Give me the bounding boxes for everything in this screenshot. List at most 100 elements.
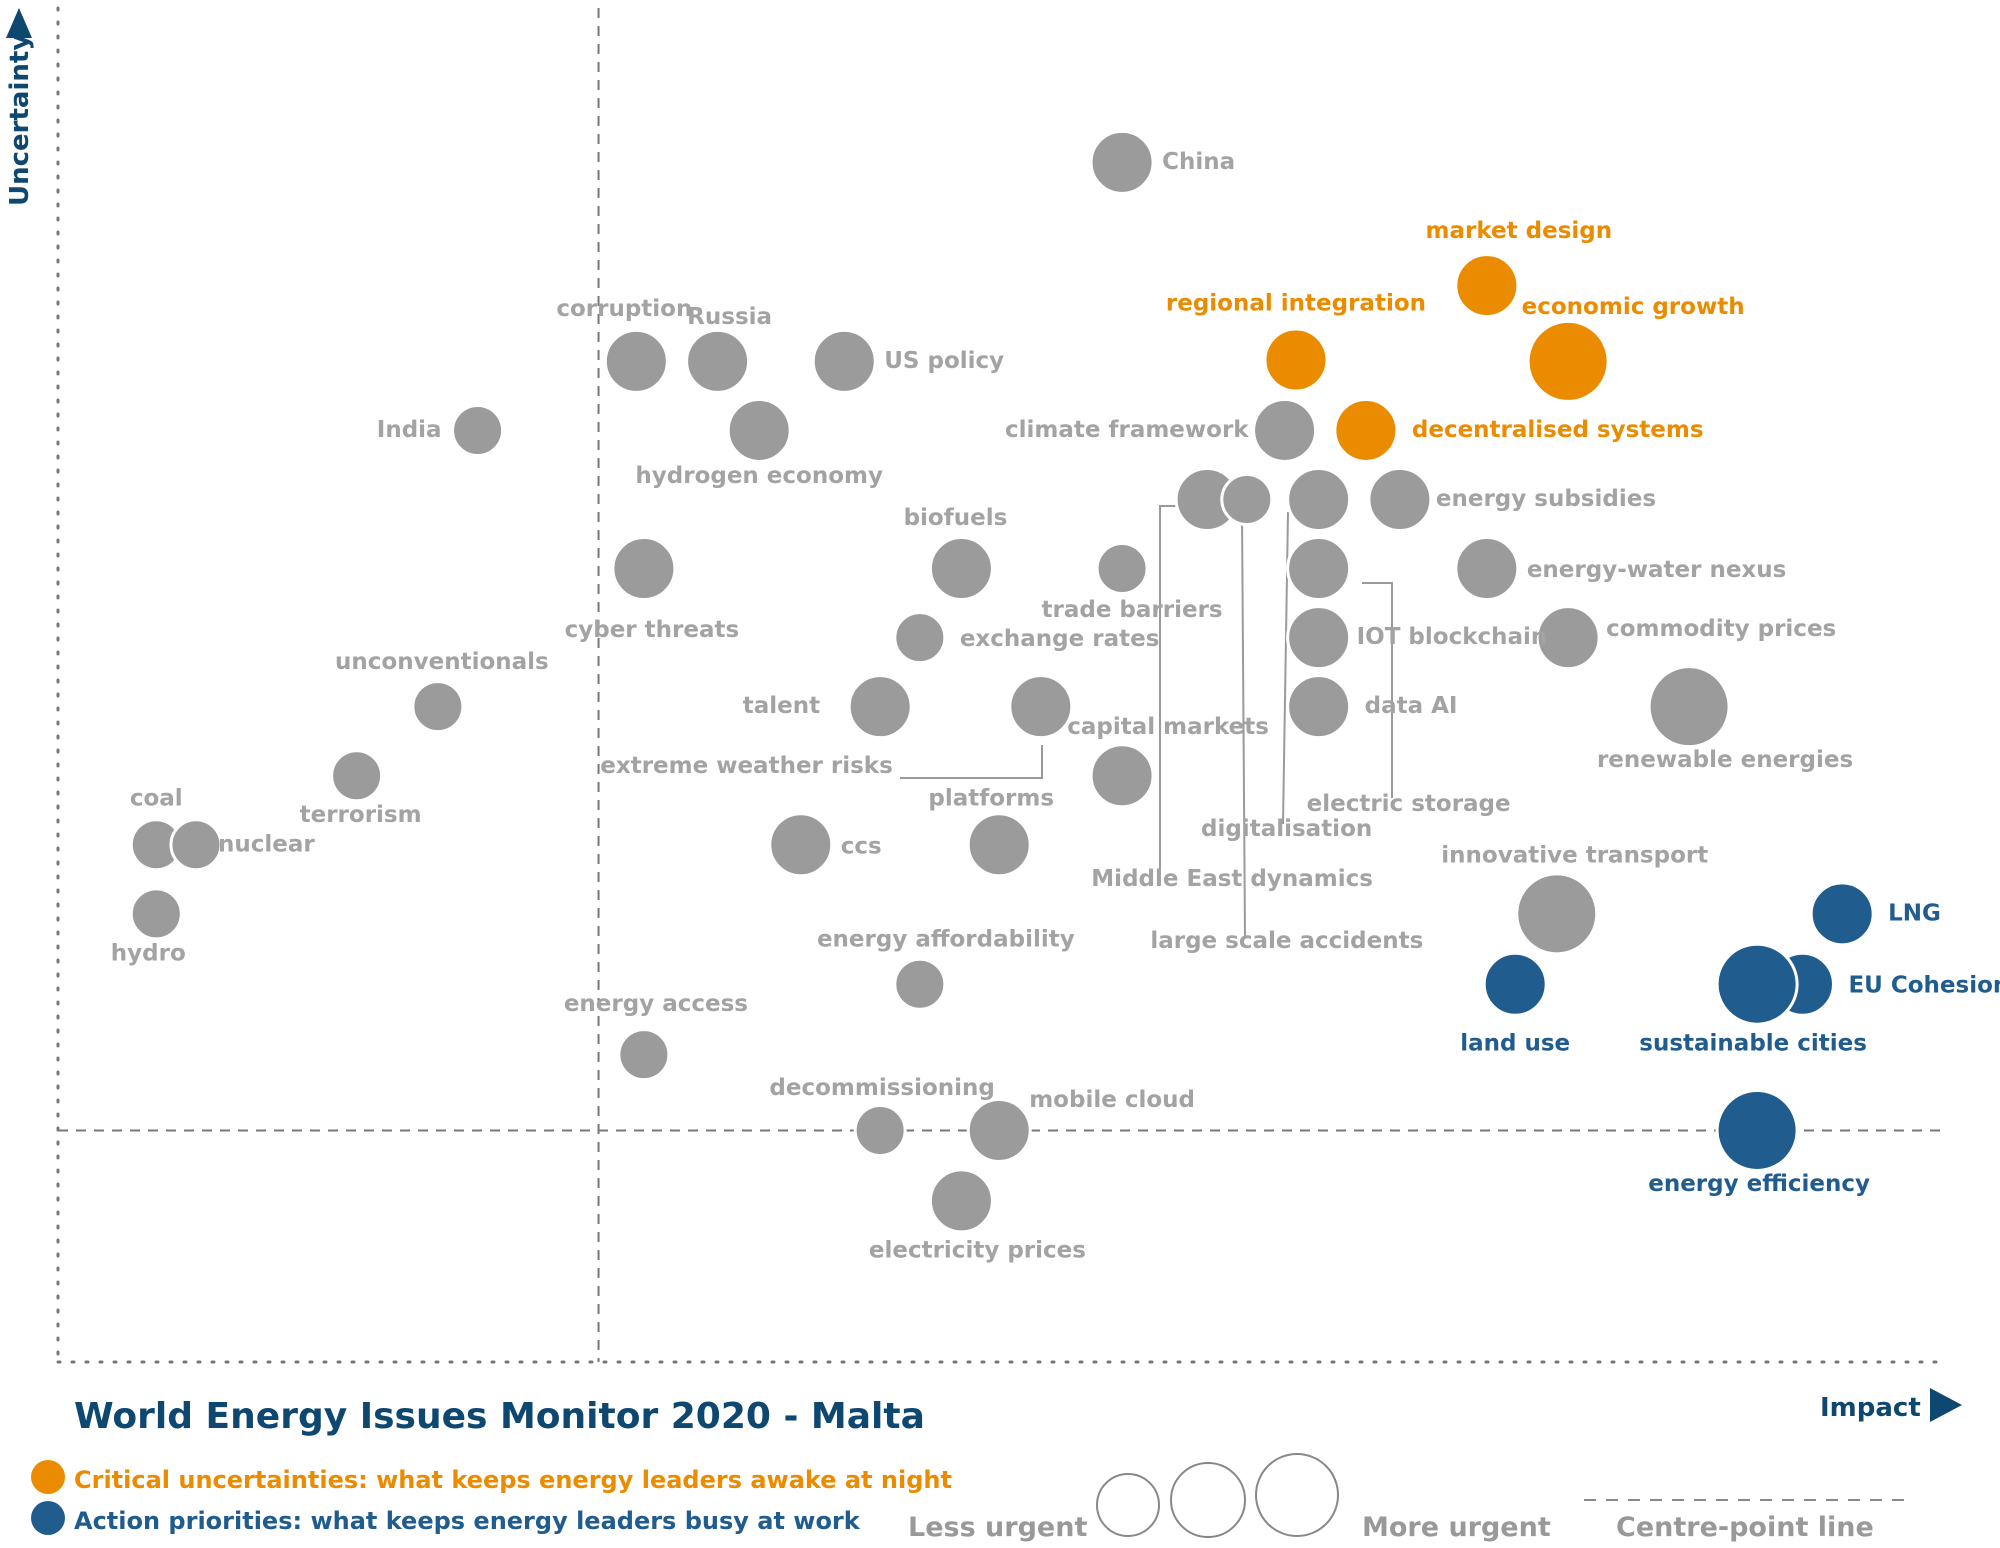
label-large-scale-accidents: large scale accidents bbox=[1150, 928, 1423, 954]
legend-more-urgent: More urgent bbox=[1362, 1512, 1551, 1543]
label-coal: coal bbox=[130, 785, 183, 811]
bubble-nuclear bbox=[169, 818, 223, 872]
bubble-innovative-transport bbox=[1515, 872, 1599, 956]
label-extreme-weather-risks: extreme weather risks bbox=[600, 753, 893, 779]
label-terrorism: terrorism bbox=[300, 802, 422, 828]
bubble-decommissioning bbox=[853, 1103, 907, 1157]
label-economic-growth: economic growth bbox=[1522, 294, 1745, 320]
label-lng: LNG bbox=[1888, 900, 1941, 926]
label-mobile-cloud: mobile cloud bbox=[1029, 1087, 1195, 1113]
bubble-commodity-prices bbox=[1535, 605, 1601, 671]
label-ccs: ccs bbox=[841, 833, 882, 859]
bubble-data-ai bbox=[1286, 674, 1352, 740]
bubble-capital-markets bbox=[1089, 743, 1155, 809]
label-platforms: platforms bbox=[928, 785, 1054, 811]
label-decommissioning: decommissioning bbox=[769, 1075, 994, 1101]
label-unconventionals: unconventionals bbox=[335, 649, 549, 675]
bubble-decentralised-systems bbox=[1333, 397, 1399, 463]
label-middle-east-dynamics: Middle East dynamics bbox=[1091, 866, 1373, 892]
legend-size-large bbox=[1255, 1453, 1339, 1537]
label-russia: Russia bbox=[687, 304, 772, 330]
bubble-ccs bbox=[768, 812, 834, 878]
label-energy-water-nexus: energy-water nexus bbox=[1527, 557, 1787, 583]
label-energy-efficiency: energy efficiency bbox=[1648, 1171, 1870, 1197]
label-sustainable-cities: sustainable cities bbox=[1639, 1031, 1867, 1057]
bubble-hydrogen-economy bbox=[726, 397, 792, 463]
bubble-electric-storage bbox=[1286, 536, 1352, 602]
bubble-cyber-threats bbox=[611, 536, 677, 602]
label-commodity-prices: commodity prices bbox=[1606, 616, 1836, 642]
bubble-energy-affordability bbox=[893, 957, 947, 1011]
label-market-design: market design bbox=[1426, 218, 1613, 244]
label-decentralised-systems: decentralised systems bbox=[1412, 417, 1704, 443]
bubble-biofuels bbox=[928, 536, 994, 602]
legend-critical-label: Critical uncertainties: what keeps energ… bbox=[74, 1466, 952, 1494]
bubble-economic-growth bbox=[1526, 319, 1610, 403]
label-electric-storage: electric storage bbox=[1307, 791, 1511, 817]
legend: Critical uncertainties: what keeps energ… bbox=[31, 1453, 1912, 1543]
bubble-exchange-rates bbox=[893, 611, 947, 665]
label-cyber-threats: cyber threats bbox=[565, 617, 740, 643]
labels-layer: China market design regional integration ec… bbox=[111, 149, 2000, 1264]
bubble-trade-barriers bbox=[1095, 542, 1149, 596]
legend-centre-line-label: Centre-point line bbox=[1616, 1512, 1874, 1543]
bubble-market-design bbox=[1454, 253, 1520, 319]
bubble-extreme-weather-risks bbox=[1008, 674, 1074, 740]
bubble-hydro bbox=[129, 887, 183, 941]
label-digitalisation: digitalisation bbox=[1201, 816, 1372, 842]
label-india: India bbox=[377, 417, 442, 443]
leader-electric-storage bbox=[1362, 582, 1393, 798]
label-land-use: land use bbox=[1460, 1031, 1570, 1057]
leader-extreme-weather bbox=[900, 745, 1043, 779]
bubble-energy-water-nexus bbox=[1454, 536, 1520, 602]
leader-middle-east bbox=[1159, 505, 1198, 875]
label-hydrogen-economy: hydrogen economy bbox=[635, 463, 883, 489]
label-capital-markets: capital markets bbox=[1067, 714, 1269, 740]
label-renewable-energies: renewable energies bbox=[1597, 747, 1853, 773]
label-energy-subsidies: energy subsidies bbox=[1436, 486, 1656, 512]
legend-critical-dot bbox=[31, 1460, 65, 1494]
label-energy-affordability: energy affordability bbox=[817, 927, 1075, 953]
bubble-terrorism bbox=[330, 749, 384, 803]
label-electricity-prices: electricity prices bbox=[869, 1237, 1086, 1263]
y-axis-title: Uncertainty bbox=[5, 34, 35, 206]
bubble-regional-integration bbox=[1263, 327, 1329, 393]
bubble-electricity-prices bbox=[928, 1168, 994, 1234]
bubble-iot-blockchain bbox=[1286, 605, 1352, 671]
label-climate-framework: climate framework bbox=[1005, 417, 1249, 443]
label-us-policy: US policy bbox=[884, 348, 1004, 374]
bubble-us-policy bbox=[811, 328, 877, 394]
bubble-unconventionals bbox=[411, 680, 465, 734]
label-regional-integration: regional integration bbox=[1166, 291, 1426, 317]
legend-priority-label: Action priorities: what keeps energy lea… bbox=[74, 1507, 861, 1535]
bubble-platforms bbox=[966, 812, 1032, 878]
label-nuclear: nuclear bbox=[218, 831, 315, 857]
x-axis-title-group: Impact bbox=[1820, 1388, 1962, 1423]
bubble-india bbox=[451, 403, 505, 457]
bubble-energy-subsidies bbox=[1367, 467, 1433, 533]
bubble-russia bbox=[685, 328, 751, 394]
bubble-corruption bbox=[603, 328, 669, 394]
bubble-sustainable-cities bbox=[1715, 942, 1799, 1026]
label-iot-blockchain: IOT blockchain bbox=[1357, 624, 1548, 650]
label-trade-barriers: trade barriers bbox=[1042, 597, 1223, 623]
label-china: China bbox=[1162, 149, 1235, 175]
bubble-lng bbox=[1809, 881, 1875, 947]
legend-less-urgent: Less urgent bbox=[908, 1512, 1087, 1543]
y-axis-arrow-icon bbox=[6, 8, 32, 38]
bubble-energy-access bbox=[617, 1028, 671, 1082]
leader-lines bbox=[900, 505, 1393, 938]
bubble-climate-framework bbox=[1252, 397, 1318, 463]
label-biofuels: biofuels bbox=[904, 505, 1008, 531]
legend-priority-dot bbox=[31, 1501, 65, 1535]
bubble-renewable-energies bbox=[1647, 665, 1731, 749]
bubble-mobile-cloud bbox=[966, 1097, 1032, 1163]
x-axis-arrow-icon bbox=[1930, 1388, 1962, 1422]
label-energy-access: energy access bbox=[564, 991, 748, 1017]
bubble-digitalisation bbox=[1286, 467, 1352, 533]
leader-large-scale bbox=[1241, 514, 1246, 938]
label-hydro: hydro bbox=[111, 940, 186, 966]
bubble-energy-efficiency bbox=[1715, 1088, 1799, 1172]
bubble-land-use bbox=[1482, 951, 1548, 1017]
